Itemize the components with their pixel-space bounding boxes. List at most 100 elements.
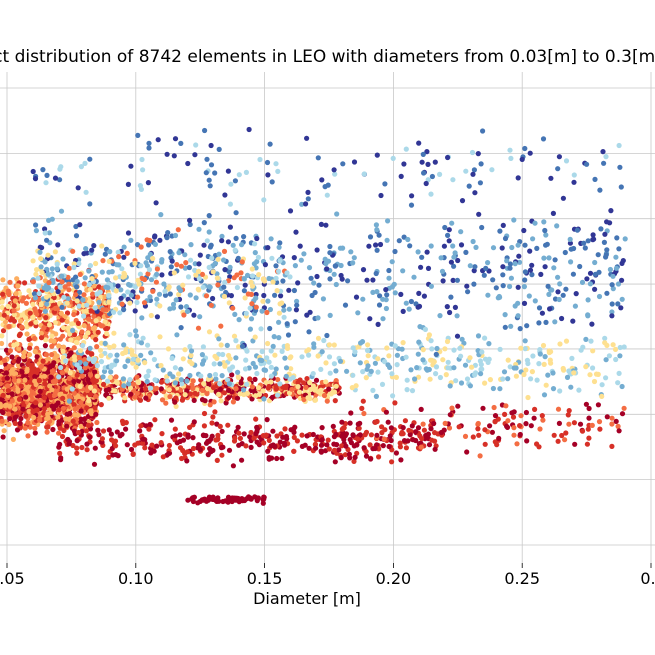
data-point [199, 497, 205, 503]
data-point [264, 355, 270, 361]
data-point [555, 406, 562, 412]
data-point [222, 267, 228, 273]
data-point [170, 387, 176, 393]
data-point [199, 397, 206, 403]
data-point [400, 308, 406, 314]
data-point [275, 377, 281, 383]
data-point [27, 310, 33, 316]
data-point [546, 349, 553, 356]
data-point [74, 340, 80, 346]
data-point [373, 393, 379, 399]
data-point [159, 397, 166, 403]
data-point [122, 395, 128, 401]
data-point [264, 309, 270, 316]
data-point [451, 254, 457, 260]
data-point [403, 445, 409, 451]
data-point [248, 444, 254, 450]
data-point [555, 166, 561, 172]
data-point [472, 264, 478, 270]
data-point [225, 239, 231, 245]
data-point [191, 312, 197, 318]
data-point [353, 383, 359, 389]
data-point [432, 446, 438, 452]
data-point [602, 231, 608, 237]
data-point [213, 437, 219, 443]
data-point [210, 414, 216, 420]
data-point [343, 443, 349, 449]
data-point [158, 440, 164, 446]
data-point [191, 419, 197, 425]
data-point [10, 436, 16, 442]
data-point [390, 155, 396, 161]
data-point [610, 286, 616, 292]
data-point [459, 336, 465, 342]
data-point [541, 361, 547, 367]
data-point [276, 335, 282, 341]
data-point [347, 420, 353, 426]
data-point [0, 392, 6, 398]
data-point [0, 355, 3, 361]
data-point [270, 279, 276, 285]
data-point [43, 315, 49, 321]
data-point [303, 201, 309, 207]
data-point [592, 176, 598, 182]
data-point [43, 294, 50, 300]
data-point [72, 357, 78, 363]
data-point [75, 320, 81, 326]
data-point [228, 181, 234, 187]
data-point [356, 425, 362, 431]
data-point [43, 180, 49, 186]
data-point [65, 296, 71, 302]
data-point [298, 257, 304, 263]
data-point [63, 416, 69, 422]
data-point [583, 336, 589, 342]
data-point [60, 405, 67, 411]
data-point [604, 247, 610, 253]
data-point [69, 321, 75, 327]
data-point [91, 388, 97, 394]
data-point [92, 369, 98, 375]
data-point [555, 274, 561, 280]
data-point [259, 348, 265, 355]
data-point [330, 423, 336, 429]
data-point [253, 393, 259, 399]
data-point [4, 383, 11, 389]
data-point [114, 352, 120, 358]
data-point [433, 351, 439, 357]
data-point [75, 185, 81, 191]
data-point [515, 313, 521, 319]
data-point [219, 373, 225, 379]
data-point [475, 151, 481, 157]
data-point [100, 428, 107, 434]
data-point [208, 142, 214, 149]
data-point [182, 347, 188, 353]
data-point [570, 318, 576, 324]
data-point [476, 211, 482, 217]
data-point [19, 369, 25, 375]
data-point [210, 269, 216, 275]
data-point [99, 323, 105, 329]
data-point [556, 420, 563, 426]
data-point [590, 232, 596, 238]
data-point [597, 187, 603, 193]
data-point [172, 426, 178, 432]
data-point [442, 346, 448, 352]
data-point [98, 340, 105, 346]
data-point [261, 292, 267, 299]
data-point [587, 372, 593, 378]
data-point [372, 360, 378, 366]
data-point [180, 437, 187, 443]
data-point [121, 383, 127, 389]
data-point [276, 319, 282, 325]
data-point [177, 387, 183, 393]
data-point [283, 365, 290, 371]
data-point [134, 299, 140, 306]
data-point [306, 265, 313, 271]
data-point [613, 265, 620, 271]
data-point [135, 132, 141, 138]
data-point [396, 238, 402, 244]
data-point [606, 353, 613, 359]
data-point [323, 379, 329, 385]
data-point [274, 288, 280, 294]
data-point [364, 366, 370, 372]
